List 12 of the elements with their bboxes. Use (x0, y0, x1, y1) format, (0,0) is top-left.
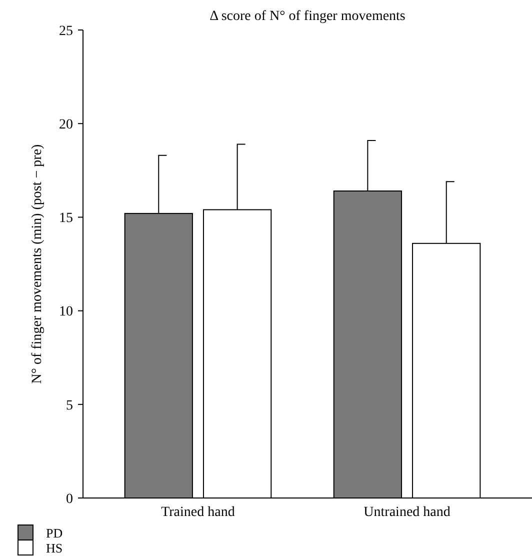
y-tick-label: 15 (59, 211, 73, 226)
y-axis-title: N° of finger movements (min) (post − pre) (30, 144, 45, 384)
chart-title: Δ score of N° of finger movements (210, 9, 406, 24)
y-tick-label: 20 (59, 118, 73, 132)
y-tick-label: 5 (66, 398, 73, 414)
y-tick-label: 25 (59, 24, 73, 39)
y-tick-label: 10 (59, 304, 73, 320)
x-tick-label: Untrained hand (364, 505, 450, 520)
x-tick-label: Trained hand (161, 505, 235, 520)
y-tick-label: 0 (66, 492, 73, 507)
legend-label: PD (46, 526, 63, 541)
legend-label: HS (46, 540, 63, 556)
